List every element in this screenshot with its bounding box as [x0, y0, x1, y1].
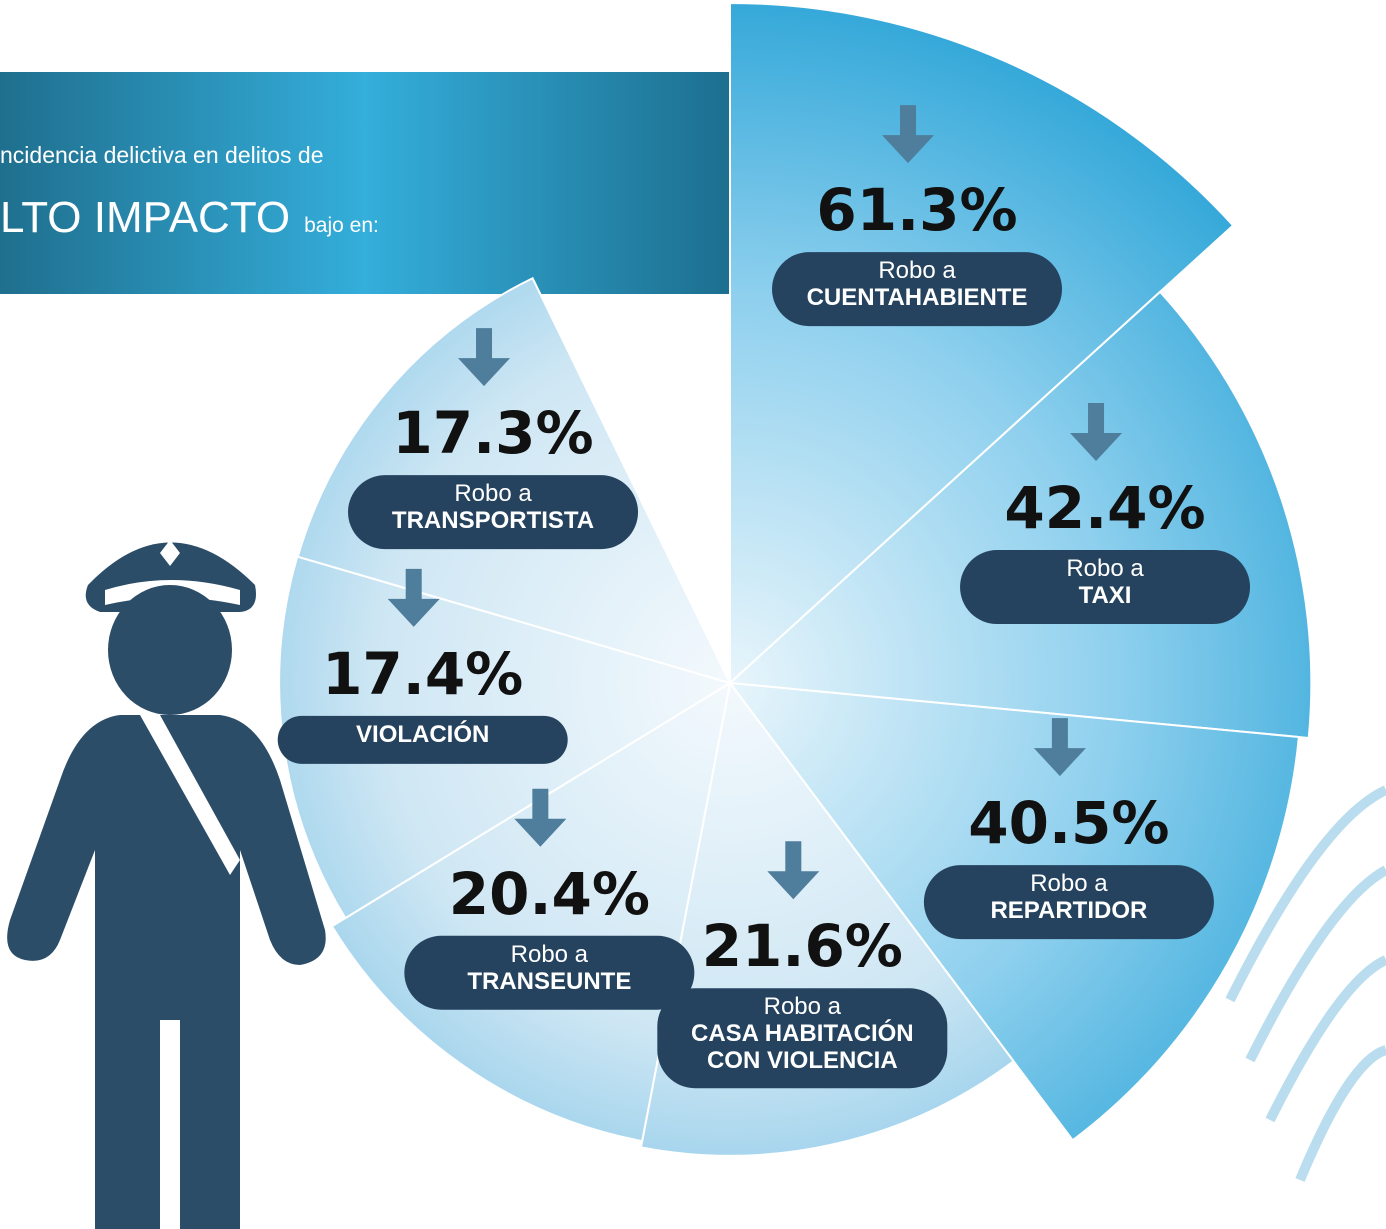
title: ncidencia delictiva en delitos de	[0, 142, 323, 168]
slice	[330, 680, 732, 1143]
category-label: Robo a	[454, 480, 532, 507]
arrow	[458, 328, 511, 387]
category-pill	[772, 252, 1063, 327]
category-label: Robo a	[764, 993, 842, 1020]
category-label: REPARTIDOR	[990, 897, 1147, 924]
category-label: VIOLACIÓN	[356, 720, 489, 748]
arrow	[882, 105, 935, 164]
value-label: 40.5%	[968, 789, 1169, 857]
slice	[727, 290, 1313, 740]
category-label: CUENTAHABIENTE	[807, 284, 1028, 311]
category-label: Robo a	[511, 941, 589, 968]
value-label: 42.4%	[1004, 474, 1205, 542]
value-label: 61.3%	[816, 176, 1017, 244]
category-label: CON VIOLENCIA	[707, 1047, 898, 1074]
slice	[729, 1, 1235, 686]
cap-badge	[160, 540, 180, 566]
value-label: 17.4%	[322, 640, 523, 708]
category-label: Robo a	[1030, 870, 1108, 897]
subtitle-main: LTO IMPACTO	[0, 193, 290, 242]
subtitle: LTO IMPACTO bajo en:	[0, 193, 379, 242]
category-pill	[657, 988, 948, 1089]
body	[7, 715, 326, 1229]
category-label: TRANSPORTISTA	[392, 507, 594, 534]
header-band	[0, 72, 730, 294]
arrow	[514, 788, 567, 847]
head	[108, 585, 232, 715]
category-label: TAXI	[1079, 582, 1132, 609]
category-pill	[348, 475, 639, 550]
category-label: Robo a	[878, 257, 956, 284]
category-pill	[923, 865, 1214, 940]
subtitle-suffix: bajo en:	[304, 214, 379, 237]
value-label: 20.4%	[449, 860, 650, 928]
decor-grid	[1225, 785, 1386, 1182]
sash	[140, 715, 240, 875]
arrow	[1070, 403, 1123, 462]
police-figure	[7, 540, 326, 1229]
value-label: 17.3%	[392, 399, 593, 467]
category-label: CASA HABITACIÓN	[691, 1019, 914, 1047]
category-pill	[277, 715, 568, 764]
category-pill	[404, 935, 695, 1010]
category-label: Robo a	[1066, 555, 1144, 582]
value-label: 21.6%	[702, 912, 903, 980]
arrow	[1033, 718, 1086, 777]
category-pill	[960, 550, 1251, 625]
category-label: TRANSEUNTE	[467, 968, 631, 995]
arrow	[387, 568, 440, 627]
arrow	[767, 841, 820, 900]
